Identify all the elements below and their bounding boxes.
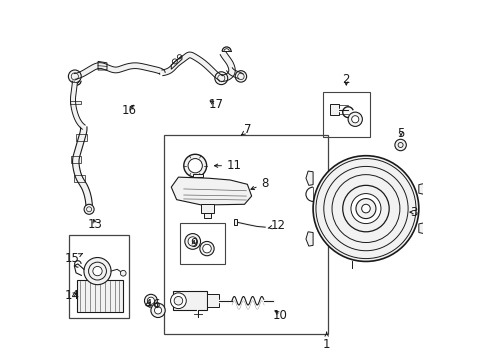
Circle shape xyxy=(68,70,81,83)
Polygon shape xyxy=(74,175,84,182)
Polygon shape xyxy=(233,219,236,225)
Polygon shape xyxy=(70,83,85,129)
Polygon shape xyxy=(201,204,214,213)
Circle shape xyxy=(361,204,369,213)
Circle shape xyxy=(235,71,246,82)
Text: 9: 9 xyxy=(190,237,197,250)
Text: 2: 2 xyxy=(342,73,349,86)
Polygon shape xyxy=(171,56,182,69)
Text: 15: 15 xyxy=(65,252,82,265)
Polygon shape xyxy=(329,104,339,115)
Polygon shape xyxy=(418,184,426,194)
Text: 12: 12 xyxy=(267,219,285,232)
Polygon shape xyxy=(204,213,210,217)
Circle shape xyxy=(84,257,111,285)
Bar xyxy=(180,223,224,264)
Circle shape xyxy=(120,270,126,276)
Circle shape xyxy=(342,185,388,232)
Circle shape xyxy=(147,297,154,304)
Circle shape xyxy=(312,156,418,261)
Polygon shape xyxy=(70,102,81,104)
Circle shape xyxy=(170,293,186,309)
Polygon shape xyxy=(305,171,312,185)
Circle shape xyxy=(351,116,358,123)
Polygon shape xyxy=(77,280,123,312)
Polygon shape xyxy=(418,223,426,234)
Circle shape xyxy=(183,154,206,177)
Text: 10: 10 xyxy=(272,309,287,321)
Polygon shape xyxy=(72,127,92,205)
Bar xyxy=(69,235,129,318)
Circle shape xyxy=(151,303,165,318)
Circle shape xyxy=(394,139,406,151)
Polygon shape xyxy=(206,294,219,307)
Text: 1: 1 xyxy=(322,332,330,351)
Circle shape xyxy=(188,237,197,246)
Text: 6: 6 xyxy=(152,298,160,311)
Polygon shape xyxy=(70,156,81,163)
Text: 3: 3 xyxy=(409,206,417,219)
Circle shape xyxy=(84,204,94,214)
Circle shape xyxy=(144,294,157,307)
Circle shape xyxy=(88,262,106,280)
Polygon shape xyxy=(171,177,251,205)
Text: 5: 5 xyxy=(396,127,404,140)
Text: 14: 14 xyxy=(65,288,80,302)
Polygon shape xyxy=(220,52,235,81)
Text: 13: 13 xyxy=(87,218,102,231)
Circle shape xyxy=(184,234,200,249)
Circle shape xyxy=(174,296,183,305)
Text: 11: 11 xyxy=(214,159,242,172)
Text: 17: 17 xyxy=(208,99,223,112)
Text: 8: 8 xyxy=(250,177,268,190)
Polygon shape xyxy=(162,52,223,81)
Circle shape xyxy=(188,158,202,173)
Circle shape xyxy=(350,194,380,224)
Circle shape xyxy=(200,242,214,256)
Polygon shape xyxy=(76,134,86,141)
Polygon shape xyxy=(173,292,206,310)
Circle shape xyxy=(154,307,162,314)
Polygon shape xyxy=(305,232,312,246)
Circle shape xyxy=(214,72,227,85)
Bar xyxy=(323,93,369,137)
Text: 16: 16 xyxy=(122,104,137,117)
Polygon shape xyxy=(74,63,165,79)
Polygon shape xyxy=(192,174,203,177)
Polygon shape xyxy=(98,62,107,70)
Text: 4: 4 xyxy=(144,298,151,311)
Text: 7: 7 xyxy=(241,123,251,136)
Polygon shape xyxy=(226,68,243,79)
Circle shape xyxy=(93,266,102,276)
Bar xyxy=(164,135,328,334)
Circle shape xyxy=(347,112,362,126)
Circle shape xyxy=(203,244,211,253)
Circle shape xyxy=(355,199,375,219)
